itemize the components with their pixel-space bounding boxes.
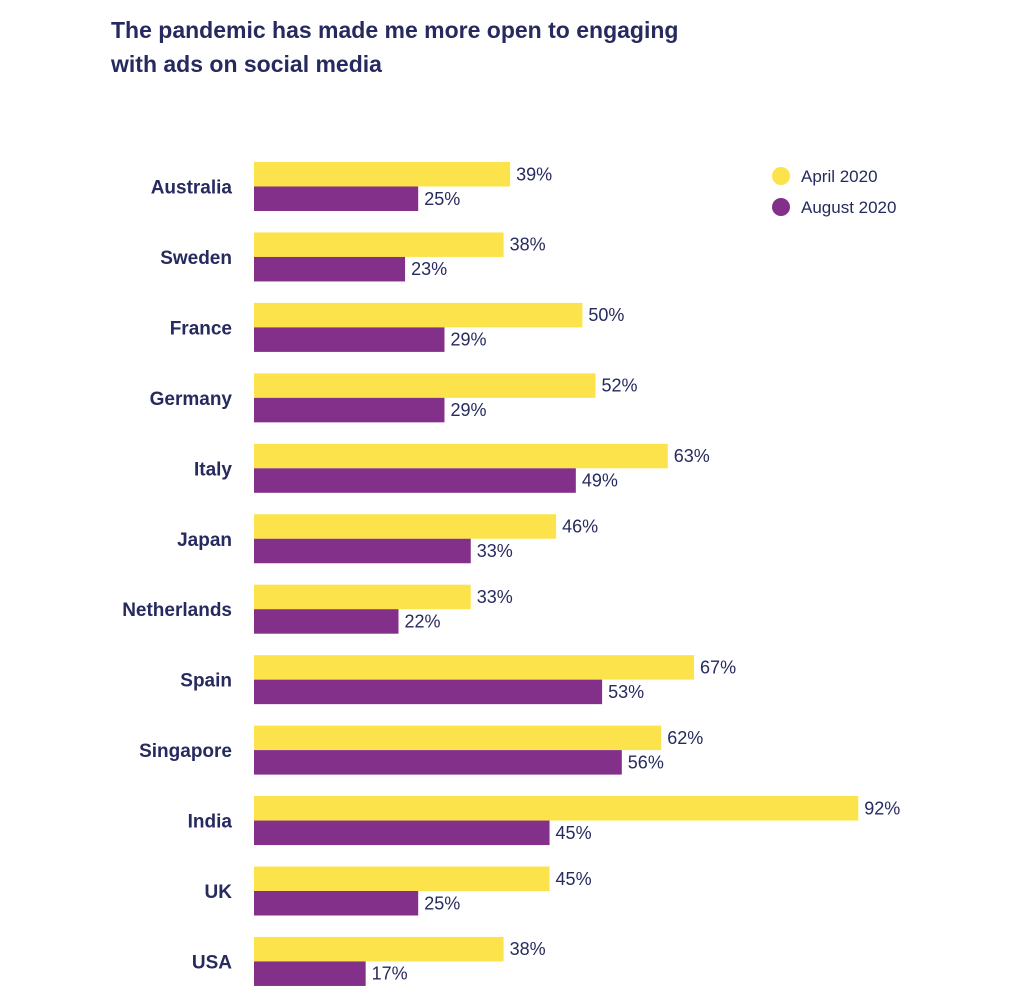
bar-august-2020-netherlands: [254, 609, 399, 634]
category-label-singapore: Singapore: [139, 741, 232, 762]
legend-item-august-2020: August 2020: [772, 198, 896, 217]
legend-item-april-2020: April 2020: [772, 167, 878, 186]
bar-group-australia: Australia 39% 25%: [151, 162, 552, 211]
value-label-august-2020-sweden: 23%: [411, 259, 447, 279]
value-label-august-2020-india: 45%: [556, 823, 592, 843]
category-label-india: India: [188, 812, 233, 833]
bar-april-2020-italy: [254, 443, 668, 469]
bar-group-italy: Italy 63% 49%: [194, 443, 710, 493]
bar-august-2020-italy: [254, 468, 576, 493]
bar-august-2020-spain: [254, 679, 603, 705]
value-label-april-2020-netherlands: 33%: [477, 587, 513, 607]
chart-title-line-1: The pandemic has made me more open to en…: [111, 17, 679, 43]
bar-august-2020-japan: [254, 538, 471, 564]
value-label-august-2020-japan: 33%: [477, 541, 513, 561]
bar-april-2020-france: [254, 302, 583, 328]
value-label-april-2020-italy: 63%: [674, 446, 710, 466]
legend: April 2020 August 2020: [772, 167, 896, 217]
value-label-august-2020-usa: 17%: [372, 964, 408, 984]
bar-group-germany: Germany 52% 29%: [150, 373, 638, 423]
bar-august-2020-singapore: [254, 750, 622, 775]
category-label-usa: USA: [192, 952, 232, 973]
bar-april-2020-netherlands: [254, 584, 471, 610]
legend-label-april-2020: April 2020: [801, 167, 878, 186]
value-label-august-2020-australia: 25%: [424, 189, 460, 209]
bar-group-uk: UK 45% 25%: [205, 866, 592, 916]
value-label-april-2020-spain: 67%: [700, 657, 736, 677]
bar-april-2020-uk: [254, 866, 550, 891]
category-label-france: France: [170, 318, 232, 339]
category-label-sweden: Sweden: [160, 248, 232, 269]
value-label-august-2020-italy: 49%: [582, 471, 618, 491]
bar-april-2020-singapore: [254, 725, 662, 751]
legend-label-august-2020: August 2020: [801, 198, 896, 217]
bar-april-2020-spain: [254, 655, 695, 680]
category-label-spain: Spain: [180, 671, 232, 692]
value-label-april-2020-france: 50%: [588, 305, 624, 325]
value-label-april-2020-singapore: 62%: [667, 728, 703, 748]
chart-title-line-2: with ads on social media: [111, 51, 382, 77]
bar-group-usa: USA 38% 17%: [192, 936, 546, 986]
category-label-japan: Japan: [177, 530, 232, 551]
chart-title: The pandemic has made me more open to en…: [111, 13, 811, 81]
value-label-april-2020-uk: 45%: [556, 869, 592, 889]
category-label-uk: UK: [205, 882, 233, 903]
category-label-italy: Italy: [194, 459, 232, 480]
value-label-april-2020-sweden: 38%: [510, 235, 546, 255]
value-label-august-2020-spain: 53%: [608, 682, 644, 702]
category-label-germany: Germany: [150, 389, 233, 410]
value-label-april-2020-usa: 38%: [510, 939, 546, 959]
value-label-april-2020-japan: 46%: [562, 517, 598, 537]
bar-april-2020-japan: [254, 514, 557, 539]
bar-group-spain: Spain 67% 53%: [180, 655, 736, 705]
bar-august-2020-india: [254, 820, 550, 846]
bar-april-2020-india: [254, 796, 859, 821]
bar-group-france: France 50% 29%: [170, 302, 624, 352]
category-label-australia: Australia: [151, 178, 233, 199]
bar-april-2020-sweden: [254, 232, 504, 257]
bar-group-india: India 92% 45%: [188, 796, 900, 846]
bar-august-2020-sweden: [254, 256, 406, 282]
value-label-august-2020-uk: 25%: [424, 893, 460, 913]
value-label-april-2020-germany: 52%: [602, 376, 638, 396]
value-label-april-2020-india: 92%: [864, 798, 900, 818]
value-label-april-2020-australia: 39%: [516, 164, 552, 184]
bar-april-2020-australia: [254, 162, 511, 187]
bar-group-singapore: Singapore 62%56%: [139, 725, 703, 775]
bar-august-2020-germany: [254, 397, 445, 423]
bar-april-2020-usa: [254, 936, 504, 962]
value-label-august-2020-france: 29%: [450, 330, 486, 350]
legend-swatch-august-2020: [772, 198, 790, 216]
value-label-august-2020-netherlands: 22%: [404, 611, 440, 631]
category-label-netherlands: Netherlands: [122, 600, 232, 621]
value-label-august-2020-germany: 29%: [450, 400, 486, 420]
bar-august-2020-france: [254, 327, 445, 352]
bar-group-sweden: Sweden 38% 23%: [160, 232, 546, 282]
bar-april-2020-germany: [254, 373, 596, 398]
bar-august-2020-australia: [254, 186, 419, 211]
bar-group-japan: Japan 46% 33%: [177, 514, 598, 564]
bar-august-2020-uk: [254, 891, 419, 916]
value-label-august-2020-singapore: 56%: [628, 752, 664, 772]
bar-august-2020-usa: [254, 961, 366, 986]
bar-group-netherlands: Netherlands 33% 22%: [122, 584, 513, 634]
legend-swatch-april-2020: [772, 167, 790, 185]
